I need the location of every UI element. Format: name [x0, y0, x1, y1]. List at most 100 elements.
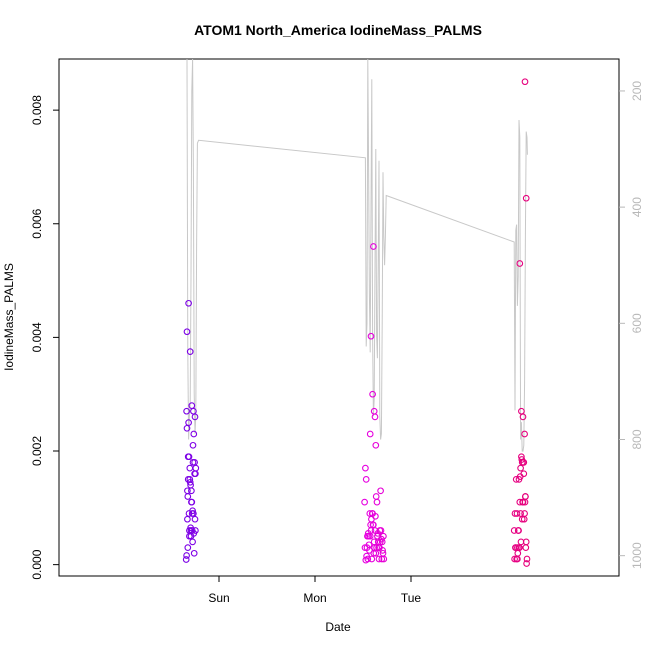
x-tick-label: Mon	[303, 591, 326, 605]
y-axis-label: IodineMass_PALMS	[2, 263, 16, 371]
y-tick-label: 0.004	[30, 322, 44, 352]
x-axis-label: Date	[325, 620, 351, 634]
data-point	[191, 470, 198, 478]
data-point	[189, 507, 196, 515]
data-point	[191, 515, 199, 523]
data-point	[362, 556, 370, 564]
data-point	[368, 515, 375, 523]
x-tick-label: Tue	[401, 591, 422, 605]
data-point	[523, 555, 531, 563]
data-point	[364, 532, 371, 540]
data-point	[189, 538, 196, 546]
data-point	[183, 407, 190, 415]
data-point	[184, 544, 192, 551]
data-point	[517, 464, 524, 472]
data-point	[362, 476, 370, 483]
data-point	[185, 419, 192, 426]
right-y-tick-label: 1000	[630, 542, 644, 569]
right-y-tick-label: 400	[630, 197, 644, 217]
data-point	[364, 530, 372, 537]
data-point	[516, 260, 524, 267]
chart-title: ATOM1 North_America IodineMass_PALMS	[194, 22, 482, 38]
y-tick-label: 0.002	[30, 436, 44, 466]
data-point	[377, 527, 385, 534]
data-point	[369, 390, 376, 398]
y-axis-right: 200 400 600 800 1000	[619, 81, 644, 569]
data-point	[519, 413, 527, 421]
data-point	[516, 473, 524, 480]
data-point	[514, 555, 521, 563]
data-point	[373, 498, 381, 506]
data-point	[189, 441, 197, 449]
data-point	[511, 555, 518, 563]
data-point	[362, 464, 369, 472]
data-point	[372, 493, 380, 500]
data-point	[185, 299, 192, 307]
data-point	[510, 527, 518, 534]
data-point	[190, 549, 198, 557]
data-point	[372, 441, 380, 449]
data-point	[369, 521, 377, 529]
data-point	[186, 348, 194, 355]
data-point	[520, 515, 528, 523]
data-point	[518, 515, 526, 523]
y-tick-label: 0.008	[30, 95, 44, 125]
data-point	[186, 476, 194, 483]
data-point	[514, 549, 522, 557]
data-point	[515, 544, 523, 551]
data-point	[366, 430, 374, 438]
data-point	[190, 430, 198, 438]
data-point	[522, 544, 530, 551]
data-point	[375, 555, 383, 563]
right-y-tick-label: 600	[630, 313, 644, 333]
data-point	[191, 413, 199, 421]
data-point	[367, 521, 374, 529]
data-point	[513, 510, 521, 517]
data-point	[372, 512, 379, 520]
data-point	[370, 407, 378, 415]
data-point	[370, 243, 377, 250]
y-tick-label: 0.006	[30, 208, 44, 238]
data-point	[378, 555, 386, 563]
data-point	[365, 541, 373, 549]
data-point	[363, 552, 370, 560]
y-axis: 0.000 0.002 0.004 0.006 0.008	[30, 95, 59, 580]
data-point	[367, 332, 375, 340]
data-point	[371, 413, 379, 421]
data-point	[186, 464, 194, 472]
data-point	[519, 498, 526, 506]
data-point	[184, 453, 192, 461]
data-point	[183, 328, 191, 336]
data-point	[182, 556, 190, 563]
data-point	[370, 549, 378, 557]
data-point	[518, 407, 525, 415]
data-point	[361, 498, 368, 506]
data-point	[515, 527, 522, 534]
data-point	[368, 555, 376, 563]
data-point	[517, 538, 525, 546]
right-y-tick-label: 800	[630, 429, 644, 449]
data-point	[183, 552, 190, 559]
data-point	[523, 560, 530, 567]
pressure-line-layer	[186, 58, 528, 452]
data-point	[517, 510, 524, 517]
right-y-tick-label: 200	[630, 81, 644, 101]
y-tick-label: 0.000	[30, 549, 44, 579]
data-point	[522, 194, 530, 202]
data-points-layer	[182, 78, 531, 567]
data-point	[377, 487, 384, 495]
data-point	[188, 487, 195, 495]
data-point	[522, 493, 529, 500]
x-axis: Sun Mon Tue	[208, 576, 421, 605]
data-point	[512, 544, 519, 551]
data-point	[521, 78, 529, 86]
data-point	[188, 498, 196, 506]
data-point	[376, 538, 384, 546]
data-point	[380, 555, 388, 563]
data-point	[186, 478, 194, 486]
data-point	[189, 459, 197, 466]
data-point	[521, 430, 528, 438]
x-tick-label: Sun	[208, 591, 229, 605]
data-point	[184, 493, 192, 500]
data-point	[187, 527, 195, 534]
